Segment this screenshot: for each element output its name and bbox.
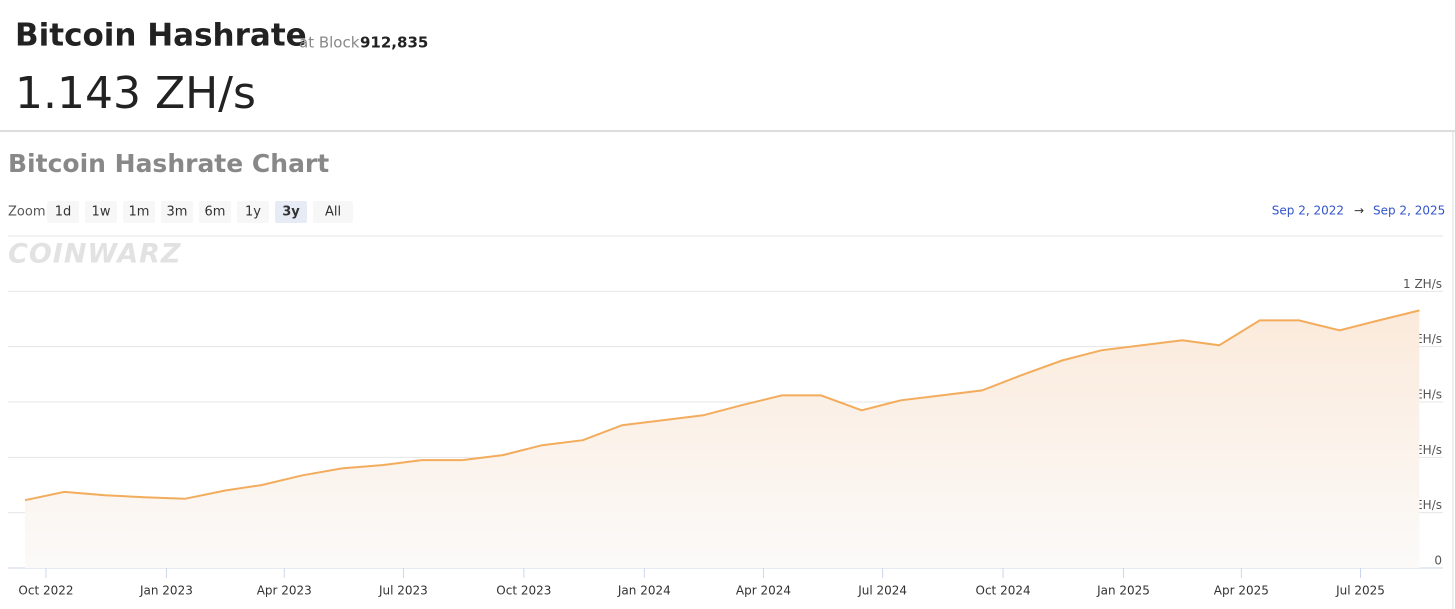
x-tick-label: Jul 2023 — [378, 584, 428, 598]
x-tick-label: Jul 2024 — [857, 584, 907, 598]
block-number: 912,835 — [360, 34, 428, 52]
watermark: COINWARZ — [8, 239, 182, 270]
x-tick-label: Oct 2023 — [496, 584, 551, 598]
x-tick-label: Apr 2023 — [257, 584, 312, 598]
zoom-button-label[interactable]: 1m — [129, 205, 150, 220]
chart-title: Bitcoin Hashrate Chart — [8, 149, 329, 178]
zoom-button-label[interactable]: 1y — [245, 205, 261, 220]
x-tick-label: Jan 2024 — [617, 584, 671, 598]
range-start: Sep 2, 2022 — [1272, 204, 1344, 218]
x-tick-label: Jan 2023 — [139, 584, 193, 598]
x-tick-label: Oct 2024 — [976, 584, 1031, 598]
zoom-button-label[interactable]: 3m — [167, 205, 188, 220]
x-tick-label: Jul 2025 — [1335, 584, 1385, 598]
x-tick-label: Apr 2025 — [1214, 584, 1269, 598]
y-tick-label: 0 — [1434, 554, 1442, 568]
y-tick-label: 1 ZH/s — [1403, 277, 1442, 291]
zoom-button-label[interactable]: All — [325, 205, 341, 220]
zoom-button[interactable] — [313, 201, 353, 223]
zoom-button[interactable] — [161, 201, 193, 223]
series-line — [24, 309, 1420, 502]
x-tick-label: Jan 2025 — [1096, 584, 1150, 598]
zoom-button[interactable] — [47, 201, 79, 223]
zoom-button[interactable] — [275, 201, 307, 223]
zoom-button[interactable] — [199, 201, 231, 223]
zoom-button-label[interactable]: 1w — [92, 205, 111, 220]
x-tick-label: Apr 2024 — [736, 584, 791, 598]
block-prefix: at Block — [299, 34, 360, 52]
range-end: Sep 2, 2025 — [1373, 204, 1445, 218]
zoom-button[interactable] — [237, 201, 269, 223]
zoom-button-label[interactable]: 1d — [55, 205, 72, 220]
zoom-label: Zoom — [8, 205, 45, 220]
area-fill — [25, 310, 1420, 568]
zoom-button-label[interactable]: 6m — [205, 205, 226, 220]
page-title: Bitcoin Hashrate — [15, 18, 307, 54]
range-arrow: → — [1354, 204, 1364, 218]
x-tick-label: Oct 2022 — [18, 584, 73, 598]
hashrate-value: 1.143 ZH/s — [15, 68, 256, 119]
zoom-button[interactable] — [85, 201, 117, 223]
zoom-button-label[interactable]: 3y — [282, 205, 300, 220]
zoom-button[interactable] — [123, 201, 155, 223]
